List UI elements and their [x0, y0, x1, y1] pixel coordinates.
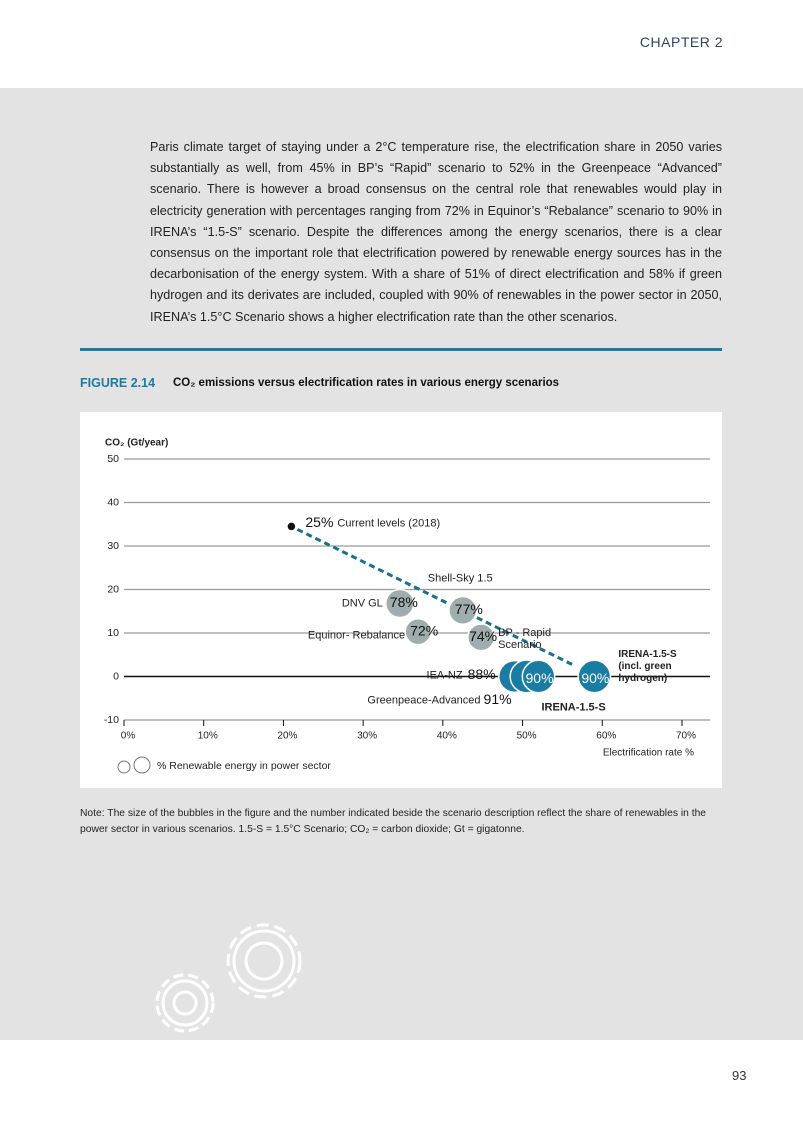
renewables-label: 91%	[484, 691, 512, 707]
bubble	[286, 521, 297, 532]
renewables-label: 77%	[455, 601, 483, 617]
y-tick-label: 20	[107, 583, 119, 595]
x-tick-label: 10%	[198, 731, 218, 742]
y-tick-label: 40	[107, 496, 119, 508]
chart: CO₂ (Gt/year) -10 0 10 20 30 40 50 0% 10% 20% 30% 40…	[80, 412, 722, 788]
renewables-label: 72%	[410, 622, 438, 638]
scenario-label: DNV GL	[342, 597, 383, 609]
x-tick-label: 70%	[676, 731, 696, 742]
renewables-label: 25%	[305, 514, 333, 530]
legend-label: % Renewable energy in power sector	[157, 760, 331, 772]
legend-icon	[117, 760, 131, 774]
y-tick-label: -10	[104, 714, 119, 726]
y-tick-label: 50	[107, 453, 119, 465]
renewables-label: 90%	[526, 670, 554, 686]
scenario-label: BP - Rapid Scenario	[498, 627, 552, 652]
scenario-name: BP - Rapid Scenario	[498, 627, 552, 652]
x-tick-label: 50%	[517, 731, 537, 742]
renewables-label: 78%	[390, 594, 418, 610]
renewables-label: 88%	[468, 666, 496, 682]
page-number: 93	[732, 1068, 747, 1083]
chapter-header: CHAPTER 2	[639, 34, 723, 50]
figure-note: Note: The size of the bubbles in the fig…	[80, 808, 707, 835]
renewables-label: 74%	[469, 628, 497, 644]
x-tick-label: 0%	[121, 731, 136, 742]
scenario-label: Equinor- Rebalance	[308, 630, 405, 642]
x-tick-label: 30%	[357, 731, 377, 742]
x-tick-label: 60%	[596, 731, 616, 742]
figure-label: FIGURE 2.14	[80, 376, 156, 390]
scenario-label: IEA-NZ	[427, 669, 463, 681]
x-tick-label: 40%	[437, 731, 457, 742]
x-tick-label: 20%	[277, 731, 297, 742]
bubble	[385, 588, 415, 619]
bubble	[577, 659, 612, 694]
scenario-label: Current levels (2018)	[337, 517, 440, 529]
scenario-label: IRENA-1.5-S (incl. green hydrogen)	[618, 648, 677, 684]
scenario-name: IRENA-1.5-S (incl. green hydrogen)	[618, 648, 677, 684]
renewables-label: 90%	[581, 670, 609, 686]
y-tick-label: 30	[107, 540, 119, 552]
bubble	[467, 623, 496, 652]
body-paragraph: Paris climate target of staying under a …	[150, 140, 722, 324]
y-tick-label: 0	[113, 670, 119, 682]
divider	[80, 348, 722, 351]
x-axis-label: Electrification rate %	[603, 748, 694, 759]
legend-icon	[133, 756, 151, 774]
y-tick-label: 10	[107, 627, 119, 639]
scenario-label: IRENA-1.5-S	[542, 701, 606, 713]
scenario-label: Shell-Sky 1.5	[428, 572, 493, 584]
y-axis-label: CO₂ (Gt/year)	[105, 438, 168, 449]
bubble	[521, 659, 556, 694]
gear-decoration	[155, 923, 302, 1033]
bubble	[404, 617, 432, 646]
bubble	[448, 595, 478, 625]
trend-line	[296, 528, 573, 666]
figure-title: CO₂ emissions versus electrification rat…	[173, 377, 560, 389]
scenario-label: Greenpeace-Advanced	[367, 694, 480, 706]
